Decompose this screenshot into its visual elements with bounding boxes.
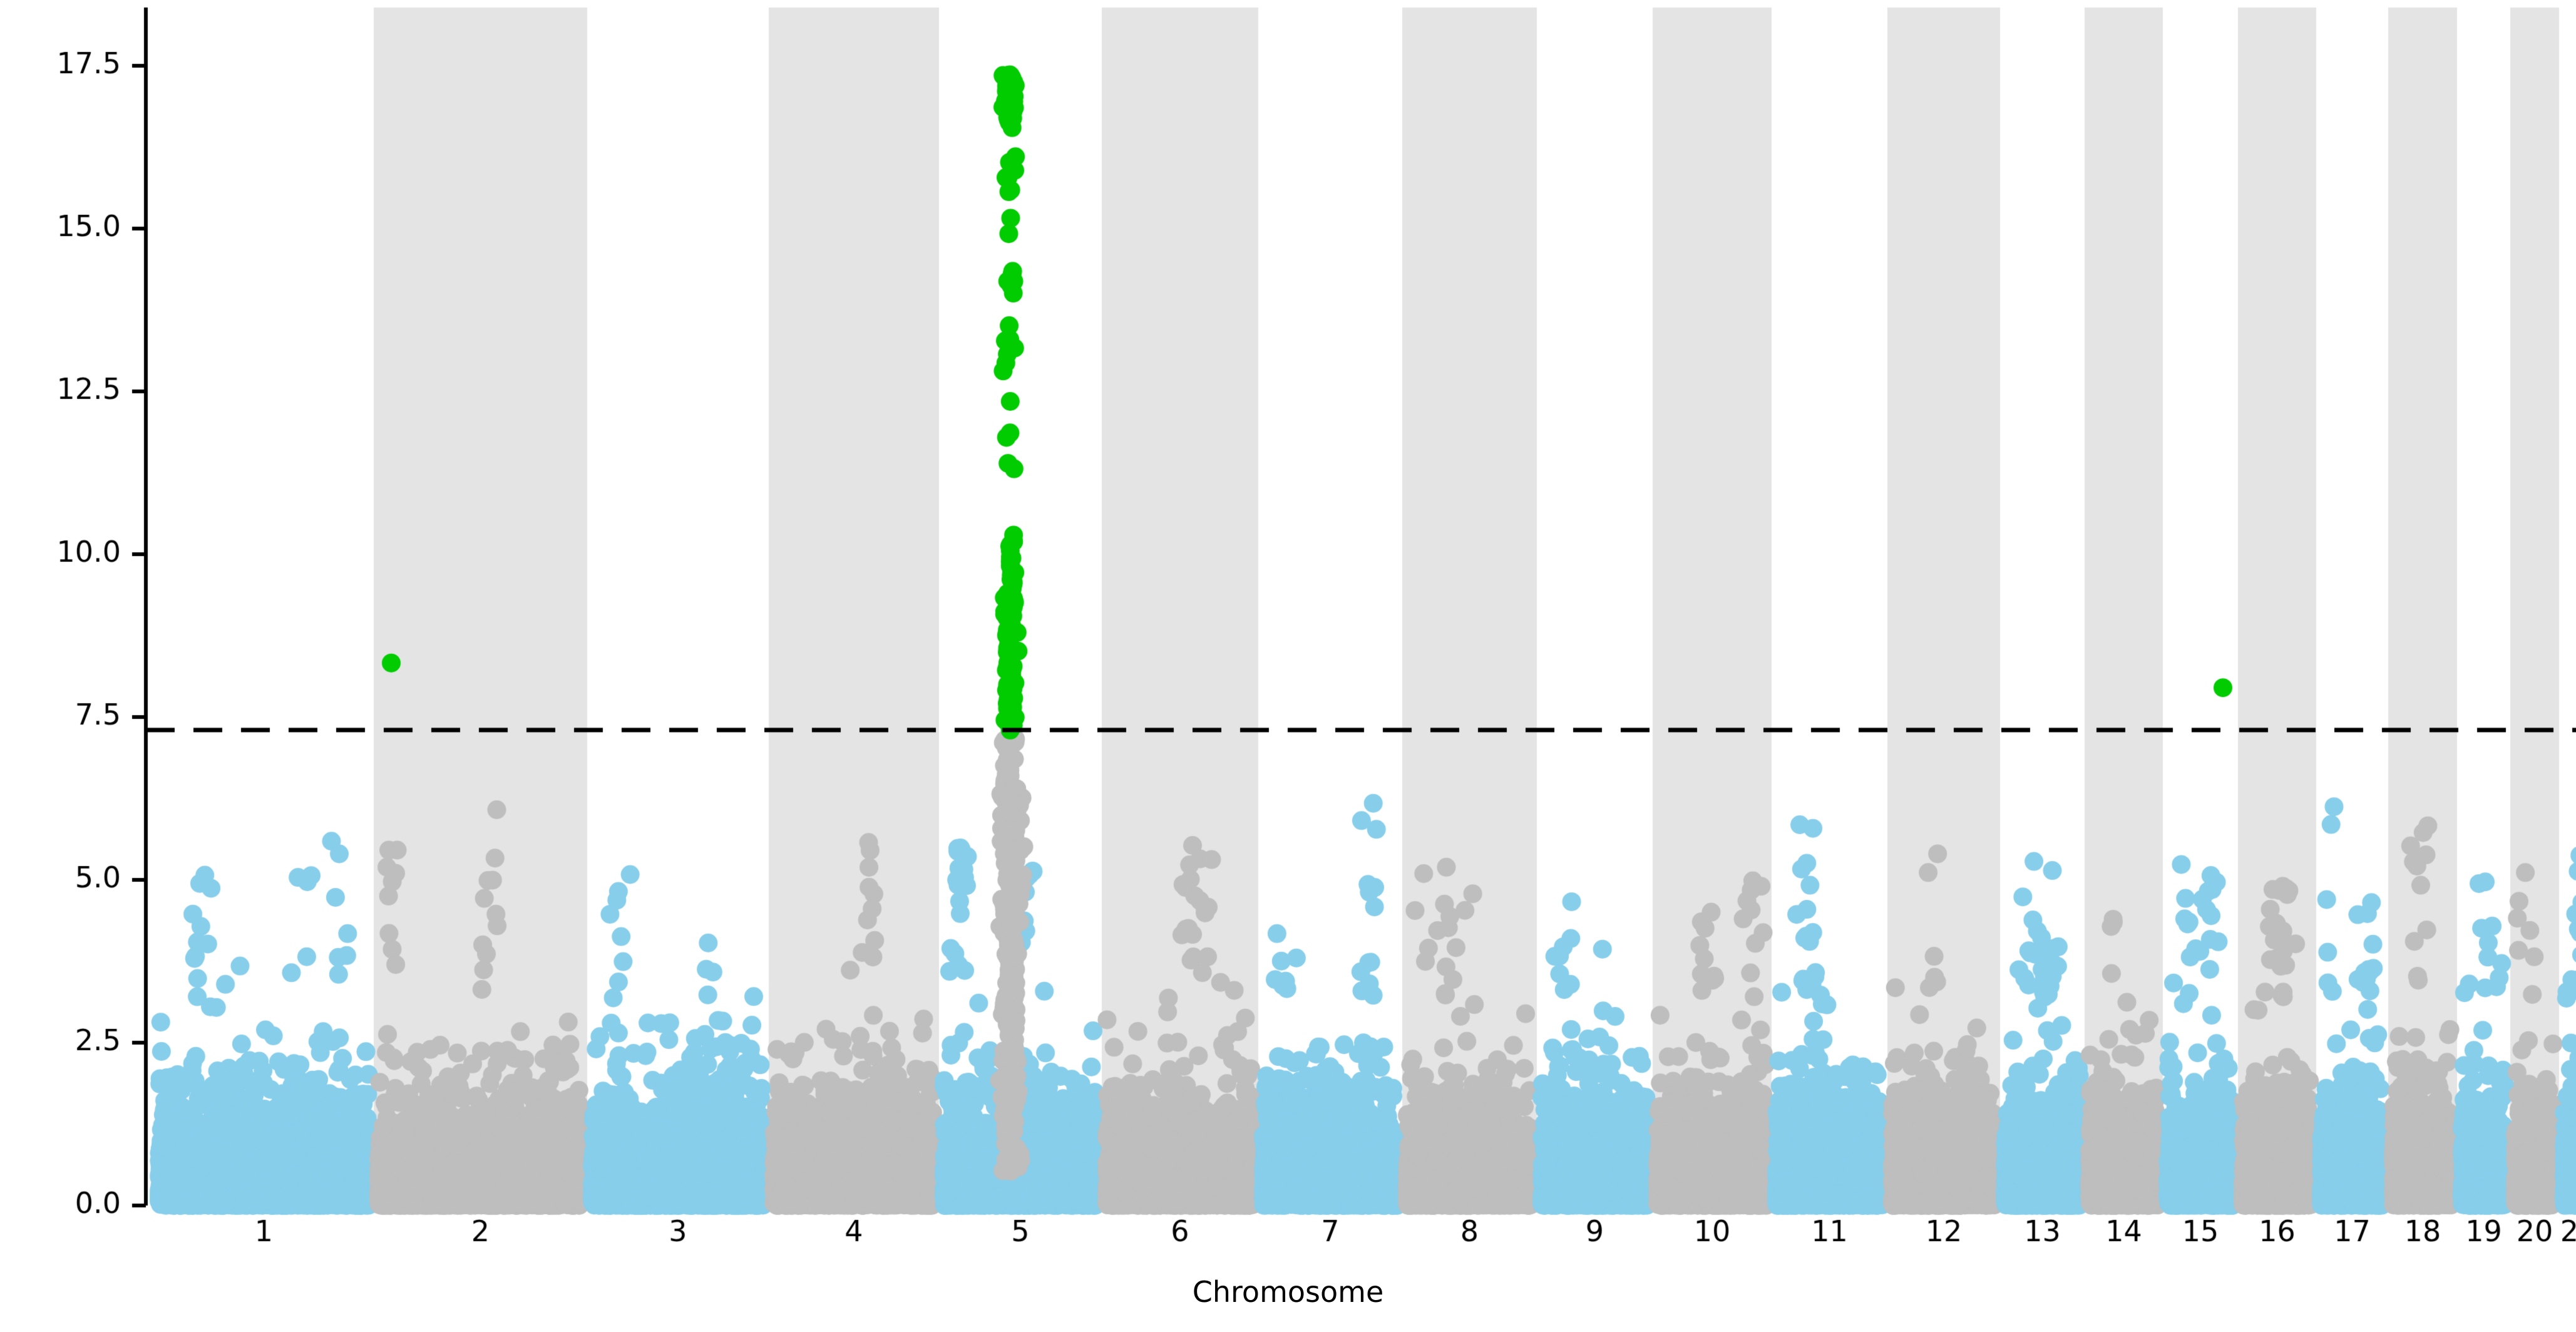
x-axis-label: Chromosome [1192,1275,1384,1309]
